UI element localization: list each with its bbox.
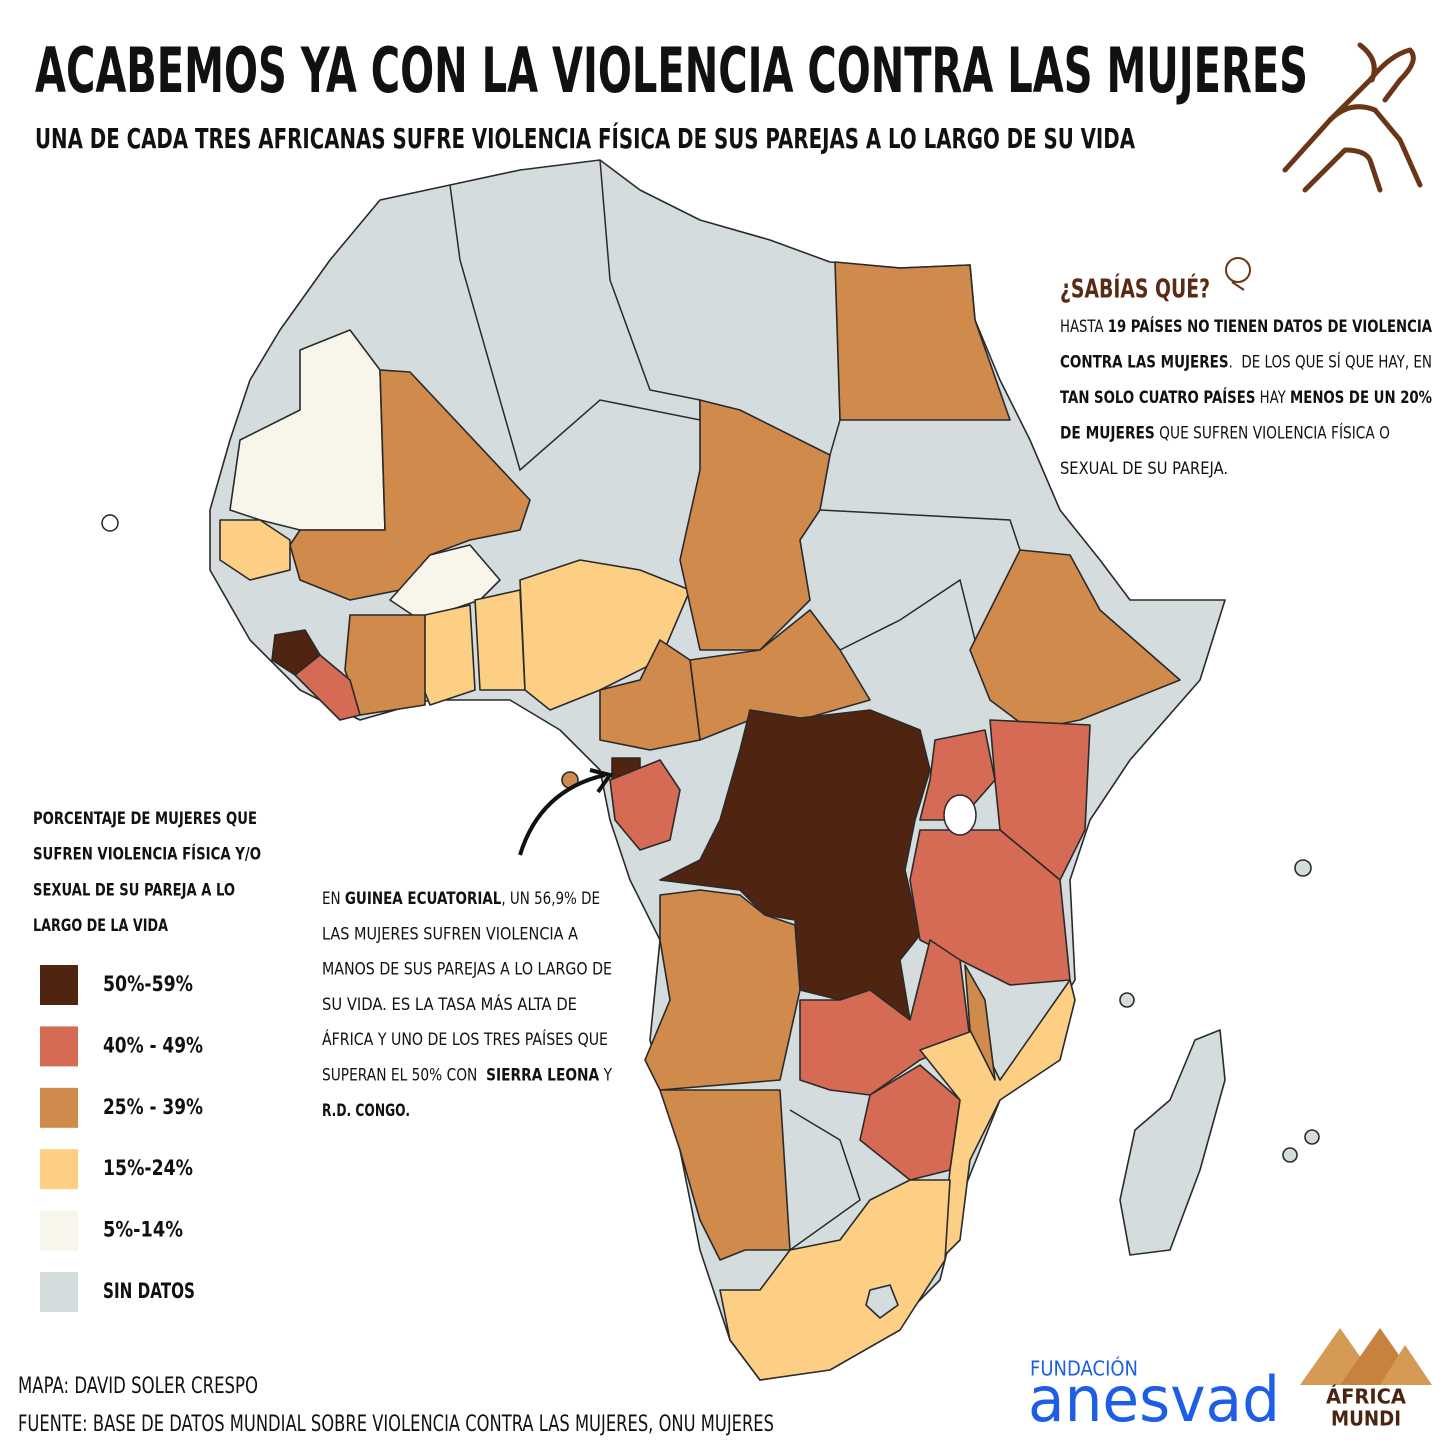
cape-verde [101, 514, 119, 532]
malawi [964, 964, 996, 1081]
legend-swatch [40, 1026, 78, 1067]
text: QUE SUFREN VIOLENCIA FÍSICA O [1155, 422, 1390, 444]
south-africa [719, 1179, 951, 1381]
hand-stroke [1327, 104, 1423, 188]
mozambique [919, 979, 1076, 1261]
legend-title: SEXUAL DE SU PAREJA A LO [33, 880, 235, 900]
bulb [1225, 257, 1251, 283]
hands-icon [1282, 42, 1423, 193]
subtitle: UNA DE CADA TRES AFRICANAS SUFRE VIOLENC… [35, 121, 1135, 155]
legend-label: 5%-14% [103, 1218, 183, 1242]
text: Y [599, 1066, 612, 1086]
border [599, 159, 701, 401]
text: MANOS DE SUS PAREJAS A LO LARGO DE [322, 960, 612, 980]
text: SEXUAL DE SU PAREJA. [1060, 459, 1228, 479]
text: HASTA [1060, 317, 1108, 337]
text: LAS MUJERES SUFREN VIOLENCIA A [322, 924, 578, 944]
bold-text: SIERRA LEONA [486, 1066, 600, 1086]
legend-label: 25% - 39% [103, 1095, 203, 1119]
hand-stroke [1357, 42, 1377, 83]
legend-label: 40% - 49% [103, 1033, 203, 1057]
lesotho [865, 1284, 899, 1319]
lake-victoria [943, 794, 977, 836]
border [819, 509, 1021, 551]
cameroon [599, 639, 701, 751]
ethiopia [969, 549, 1181, 731]
bold-text: R.D. CONGO. [322, 1101, 410, 1121]
chad [679, 399, 831, 651]
gabon [609, 759, 681, 851]
text-line: LAS MUJERES SUFREN VIOLENCIA A [322, 924, 578, 944]
text: . DE LOS QUE SÍ QUE HAY, EN [1229, 351, 1432, 373]
ghana [419, 604, 476, 706]
logo-fundacion: FUNDACIÓN [1030, 1357, 1138, 1381]
angola [644, 889, 801, 1091]
madagascar [1119, 1029, 1226, 1256]
legend-swatch [40, 1149, 78, 1190]
legend-swatch [40, 965, 78, 1005]
credit-map: MAPA: DAVID SOLER CRESPO [18, 1374, 258, 1399]
africa-mundi-logo [1300, 1328, 1432, 1385]
credit-source: FUENTE: BASE DE DATOS MUNDIAL SOBRE VIOL… [18, 1412, 774, 1437]
legend-swatch [40, 1272, 78, 1312]
bold-text: MENOS DE UN 20% [1290, 388, 1432, 408]
legend-label: SIN DATOS [103, 1279, 195, 1303]
comoros [1119, 992, 1135, 1008]
text-line: R.D. CONGO. [322, 1101, 410, 1121]
namibia [659, 1089, 791, 1261]
border [789, 1109, 861, 1251]
seychelles [1294, 859, 1312, 877]
legend-swatch [40, 1210, 78, 1251]
text: , UN 56,9% DE [501, 889, 600, 909]
egypt [834, 261, 1011, 421]
text: EN [322, 889, 345, 909]
arrow [518, 773, 606, 856]
arrow-head [589, 768, 614, 794]
bold-text: TAN SOLO CUATRO PAÍSES [1060, 386, 1255, 408]
togo-benin [474, 589, 526, 691]
text-line: DE MUJERES QUE SUFREN VIOLENCIA FÍSICA O [1060, 422, 1390, 444]
text-line: MANOS DE SUS PAREJAS A LO LARGO DE [322, 960, 612, 980]
text-line: SUPERAN EL 50% CON SIERRA LEONA Y [322, 1066, 612, 1086]
liberia [294, 654, 361, 721]
legend-title: SUFREN VIOLENCIA FÍSICA Y/O [33, 843, 261, 865]
africa-map [101, 159, 1320, 1381]
text-line: EN GUINEA ECUATORIAL, UN 56,9% DE [322, 889, 600, 909]
title: ACABEMOS YA CON LA VIOLENCIA CONTRA LAS … [35, 34, 1308, 107]
text: ÁFRICA Y UNO DE LOS TRES PAÍSES QUE [322, 1028, 608, 1050]
logo-africa: ÁFRICA [1326, 1385, 1407, 1409]
text-line: TAN SOLO CUATRO PAÍSES HAY MENOS DE UN 2… [1060, 386, 1432, 408]
legend-swatch [40, 1087, 78, 1128]
senegal [219, 519, 291, 581]
text: SUPERAN EL 50% CON [322, 1066, 486, 1086]
legend-title: PORCENTAJE DE MUJERES QUE [33, 809, 257, 829]
cote-divoire [344, 614, 426, 716]
central-african-republic [689, 609, 871, 741]
text-line: CONTRA LAS MUJERES. DE LOS QUE SÍ QUE HA… [1060, 351, 1432, 373]
bold-text: GUINEA ECUATORIAL [345, 889, 502, 909]
fact-heading: ¿SABÍAS QUÉ? [1060, 273, 1210, 305]
legend-title: LARGO DE LA VIDA [33, 916, 169, 936]
logo-mundi: MUNDI [1331, 1407, 1401, 1431]
reunion [1282, 1147, 1298, 1163]
text-line: ÁFRICA Y UNO DE LOS TRES PAÍSES QUE [322, 1028, 608, 1050]
logo-anesvad: anesvad [1028, 1363, 1280, 1436]
text-line: SEXUAL DE SU PAREJA. [1060, 459, 1228, 479]
logo-triangle [1380, 1345, 1432, 1385]
text: HAY [1255, 388, 1290, 408]
text: SU VIDA. ES LA TASA MÁS ALTA DE [322, 993, 577, 1015]
legend-label: 15%-24% [103, 1156, 193, 1180]
bold-text: CONTRA LAS MUJERES [1060, 353, 1229, 373]
tanzania [909, 829, 1071, 986]
hand-stroke [1302, 147, 1383, 193]
lightbulb-icon [1225, 257, 1251, 291]
text-line: HASTA 19 PAÍSES NO TIENEN DATOS DE VIOLE… [1060, 315, 1433, 337]
bulb-base [1231, 281, 1245, 291]
bold-text: DE MUJERES [1060, 424, 1155, 444]
bold-text: 19 PAÍSES NO TIENEN DATOS DE VIOLENCIA [1108, 315, 1433, 337]
legend-label: 50%-59% [103, 972, 193, 996]
mauritius [1304, 1129, 1320, 1145]
text-line: SU VIDA. ES LA TASA MÁS ALTA DE [322, 993, 577, 1015]
